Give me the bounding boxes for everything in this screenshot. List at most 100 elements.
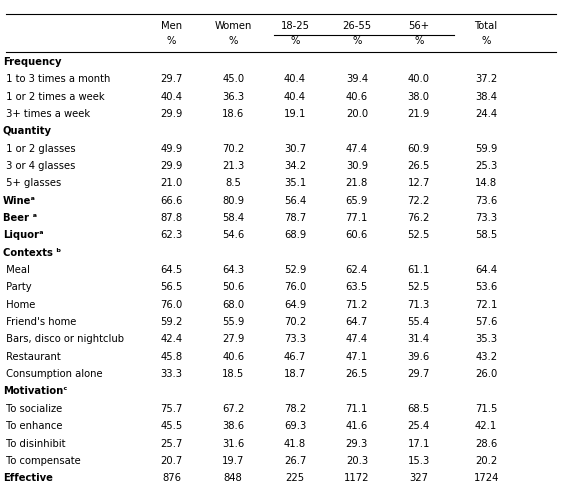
Text: 58.4: 58.4 (222, 213, 244, 223)
Text: Total: Total (474, 21, 498, 31)
Text: 20.3: 20.3 (346, 456, 368, 466)
Text: Beer ᵃ: Beer ᵃ (3, 213, 37, 223)
Text: 47.4: 47.4 (346, 334, 368, 345)
Text: 76.0: 76.0 (160, 300, 183, 310)
Text: 59.9: 59.9 (475, 144, 497, 154)
Text: 40.0: 40.0 (407, 75, 430, 84)
Text: 61.1: 61.1 (407, 265, 430, 275)
Text: Friend's home: Friend's home (3, 317, 76, 327)
Text: 3 or 4 glasses: 3 or 4 glasses (3, 161, 75, 171)
Text: Bars, disco or nightclub: Bars, disco or nightclub (3, 334, 124, 345)
Text: 29.9: 29.9 (160, 161, 183, 171)
Text: Consumption alone: Consumption alone (3, 369, 102, 379)
Text: %: % (229, 36, 238, 46)
Text: Restaurant: Restaurant (3, 352, 61, 362)
Text: 327: 327 (409, 473, 428, 483)
Text: 67.2: 67.2 (222, 404, 244, 414)
Text: 20.7: 20.7 (160, 456, 183, 466)
Text: 29.3: 29.3 (346, 439, 368, 449)
Text: To enhance: To enhance (3, 421, 62, 431)
Text: 46.7: 46.7 (284, 352, 306, 362)
Text: 75.7: 75.7 (160, 404, 183, 414)
Text: 24.4: 24.4 (475, 109, 497, 119)
Text: 52.9: 52.9 (284, 265, 306, 275)
Text: %: % (352, 36, 361, 46)
Text: 26-55: 26-55 (342, 21, 371, 31)
Text: 38.4: 38.4 (475, 91, 497, 102)
Text: 68.9: 68.9 (284, 230, 306, 241)
Text: 56.4: 56.4 (284, 196, 306, 206)
Text: 27.9: 27.9 (222, 334, 244, 345)
Text: 19.1: 19.1 (284, 109, 306, 119)
Text: 40.6: 40.6 (346, 91, 368, 102)
Text: To socialize: To socialize (3, 404, 62, 414)
Text: 21.8: 21.8 (346, 179, 368, 188)
Text: 42.1: 42.1 (475, 421, 497, 431)
Text: 876: 876 (162, 473, 181, 483)
Text: 43.2: 43.2 (475, 352, 497, 362)
Text: 30.7: 30.7 (284, 144, 306, 154)
Text: 41.8: 41.8 (284, 439, 306, 449)
Text: 35.1: 35.1 (284, 179, 306, 188)
Text: 225: 225 (285, 473, 305, 483)
Text: 1172: 1172 (344, 473, 370, 483)
Text: Motivationᶜ: Motivationᶜ (3, 387, 67, 396)
Text: %: % (291, 36, 300, 46)
Text: Women: Women (215, 21, 252, 31)
Text: 72.2: 72.2 (407, 196, 430, 206)
Text: 45.8: 45.8 (160, 352, 183, 362)
Text: 18.7: 18.7 (284, 369, 306, 379)
Text: 78.2: 78.2 (284, 404, 306, 414)
Text: 64.9: 64.9 (284, 300, 306, 310)
Text: Men: Men (161, 21, 182, 31)
Text: 47.4: 47.4 (346, 144, 368, 154)
Text: 60.9: 60.9 (407, 144, 430, 154)
Text: Frequency: Frequency (3, 57, 61, 67)
Text: 64.7: 64.7 (346, 317, 368, 327)
Text: 40.6: 40.6 (222, 352, 244, 362)
Text: Meal: Meal (3, 265, 30, 275)
Text: 80.9: 80.9 (222, 196, 244, 206)
Text: 58.5: 58.5 (475, 230, 497, 241)
Text: 77.1: 77.1 (346, 213, 368, 223)
Text: 40.4: 40.4 (284, 91, 306, 102)
Text: 30.9: 30.9 (346, 161, 368, 171)
Text: 18.6: 18.6 (222, 109, 244, 119)
Text: 18-25: 18-25 (280, 21, 310, 31)
Text: 73.6: 73.6 (475, 196, 497, 206)
Text: 18.5: 18.5 (222, 369, 244, 379)
Text: 56.5: 56.5 (160, 283, 183, 292)
Text: 25.3: 25.3 (475, 161, 497, 171)
Text: 60.6: 60.6 (346, 230, 368, 241)
Text: To disinhibit: To disinhibit (3, 439, 65, 449)
Text: 62.3: 62.3 (160, 230, 183, 241)
Text: 848: 848 (224, 473, 243, 483)
Text: 12.7: 12.7 (407, 179, 430, 188)
Text: 57.6: 57.6 (475, 317, 497, 327)
Text: 76.0: 76.0 (284, 283, 306, 292)
Text: 63.5: 63.5 (346, 283, 368, 292)
Text: 76.2: 76.2 (407, 213, 430, 223)
Text: 54.6: 54.6 (222, 230, 244, 241)
Text: 40.4: 40.4 (284, 75, 306, 84)
Text: 55.9: 55.9 (222, 317, 244, 327)
Text: 31.6: 31.6 (222, 439, 244, 449)
Text: 26.5: 26.5 (346, 369, 368, 379)
Text: 36.3: 36.3 (222, 91, 244, 102)
Text: 17.1: 17.1 (407, 439, 430, 449)
Text: 25.7: 25.7 (160, 439, 183, 449)
Text: 68.0: 68.0 (222, 300, 244, 310)
Text: 52.5: 52.5 (407, 283, 430, 292)
Text: 72.1: 72.1 (475, 300, 497, 310)
Text: 62.4: 62.4 (346, 265, 368, 275)
Text: 64.3: 64.3 (222, 265, 244, 275)
Text: Contexts ᵇ: Contexts ᵇ (3, 248, 61, 258)
Text: 78.7: 78.7 (284, 213, 306, 223)
Text: 35.3: 35.3 (475, 334, 497, 345)
Text: 8.5: 8.5 (225, 179, 241, 188)
Text: 64.4: 64.4 (475, 265, 497, 275)
Text: 1 to 3 times a month: 1 to 3 times a month (3, 75, 110, 84)
Text: 71.3: 71.3 (407, 300, 430, 310)
Text: 28.6: 28.6 (475, 439, 497, 449)
Text: 70.2: 70.2 (284, 317, 306, 327)
